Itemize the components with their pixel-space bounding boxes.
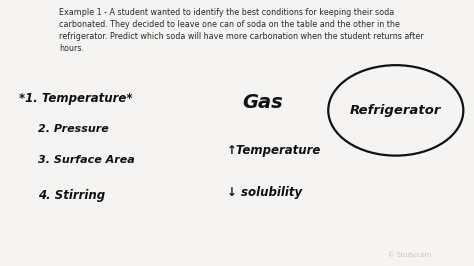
- Text: Gas: Gas: [243, 93, 283, 112]
- Text: Example 1 - A student wanted to identify the best conditions for keeping their s: Example 1 - A student wanted to identify…: [59, 8, 424, 53]
- Text: 3. Surface Area: 3. Surface Area: [38, 155, 135, 165]
- Text: 4. Stirring: 4. Stirring: [38, 189, 105, 202]
- Text: ↑Temperature: ↑Temperature: [227, 144, 321, 157]
- Text: Refrigerator: Refrigerator: [350, 104, 441, 117]
- Text: © Study.com: © Study.com: [389, 251, 431, 258]
- Text: ↓ solubility: ↓ solubility: [227, 186, 301, 199]
- Text: *1. Temperature*: *1. Temperature*: [19, 92, 132, 105]
- Text: 2. Pressure: 2. Pressure: [38, 124, 109, 134]
